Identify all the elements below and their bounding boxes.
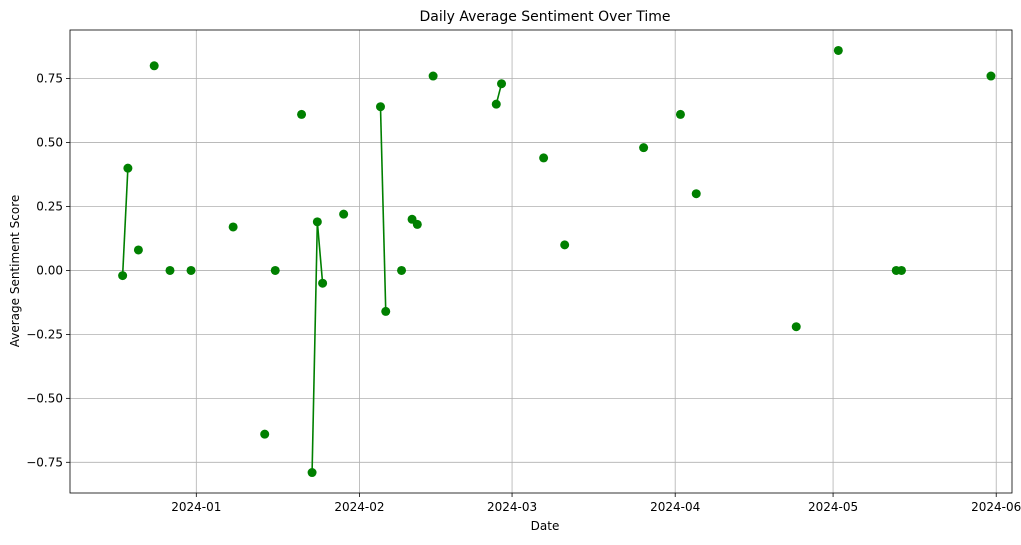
data-point — [297, 109, 307, 119]
data-point — [149, 61, 159, 71]
series-line-segment — [379, 106, 387, 312]
x-tick-label: 2024-04 — [650, 500, 700, 514]
x-tick-label: 2024-06 — [971, 500, 1021, 514]
y-axis-ticks: −0.75 −0.50 −0.25 0.00 0.25 0.50 0.75 — [26, 72, 70, 469]
data-point — [896, 265, 906, 275]
data-point — [165, 265, 175, 275]
x-tick-label: 2024-05 — [808, 500, 858, 514]
data-point — [497, 79, 507, 89]
data-point — [133, 245, 143, 255]
data-point — [260, 429, 270, 439]
y-tick-label: 0.75 — [36, 72, 63, 86]
data-point — [312, 217, 322, 227]
data-point — [691, 189, 701, 199]
series-line-segment — [311, 221, 319, 473]
data-point — [791, 322, 801, 332]
y-tick-label: 0.50 — [36, 136, 63, 150]
x-tick-label: 2024-02 — [334, 500, 384, 514]
data-point — [639, 143, 649, 153]
data-point — [375, 102, 385, 112]
x-tick-label: 2024-01 — [171, 500, 221, 514]
series-points — [118, 45, 996, 478]
data-point — [381, 306, 391, 316]
data-point — [339, 209, 349, 219]
x-tick-label: 2024-03 — [487, 500, 537, 514]
plot-frame — [69, 29, 1013, 494]
data-point — [986, 71, 996, 81]
data-point — [428, 71, 438, 81]
data-point — [539, 153, 549, 163]
data-point — [307, 468, 317, 478]
data-point — [270, 265, 280, 275]
data-point — [560, 240, 570, 250]
data-point — [228, 222, 238, 232]
x-axis-title: Date — [531, 519, 560, 533]
data-point — [123, 163, 133, 173]
y-tick-label: −0.75 — [26, 455, 63, 469]
data-point — [491, 99, 501, 109]
data-point — [318, 278, 328, 288]
data-point — [186, 265, 196, 275]
y-tick-label: −0.25 — [26, 327, 63, 341]
data-point — [833, 45, 843, 55]
y-tick-label: 0.25 — [36, 200, 63, 214]
y-tick-label: 0.00 — [36, 263, 63, 277]
series-line-segment — [121, 168, 129, 276]
series-line-segment — [316, 221, 324, 284]
data-point — [412, 219, 422, 229]
y-tick-label: −0.50 — [26, 391, 63, 405]
data-point — [397, 265, 407, 275]
grid-lines — [70, 30, 1012, 493]
chart-title: Daily Average Sentiment Over Time — [419, 9, 670, 25]
x-axis-ticks: 2024-01 2024-02 2024-03 2024-04 2024-05 2024-… — [171, 493, 1021, 514]
data-point — [118, 271, 128, 281]
data-point — [675, 109, 685, 119]
y-axis-title: Average Sentiment Score — [8, 195, 22, 348]
